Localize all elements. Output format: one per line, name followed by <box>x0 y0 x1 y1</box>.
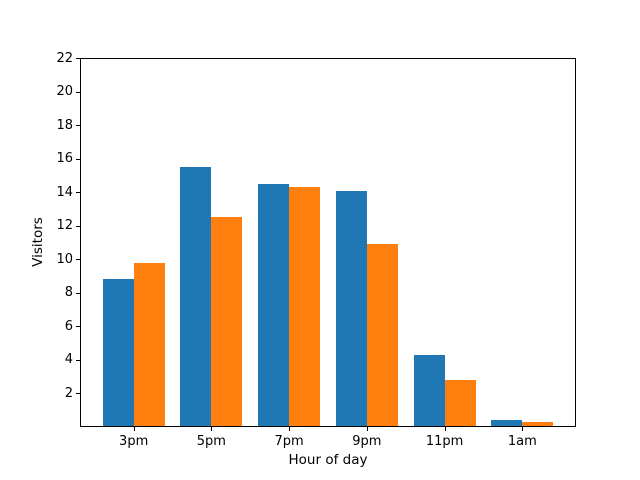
x-tick-mark <box>366 427 368 431</box>
x-tick-mark <box>289 427 291 431</box>
x-tick-label: 1am <box>507 434 537 449</box>
y-tick-label: 20 <box>56 84 73 100</box>
bar-blue-series-3pm <box>102 279 134 427</box>
x-tick-mark <box>522 427 524 431</box>
x-tick-mark <box>133 427 135 431</box>
y-axis-label: Visitors <box>30 217 46 267</box>
x-tick-label: 5pm <box>196 434 226 449</box>
bar-orange-series-7pm <box>289 187 321 427</box>
y-tick-label: 6 <box>64 318 73 334</box>
y-tick-mark <box>76 192 80 194</box>
y-tick-label: 2 <box>64 385 73 401</box>
x-tick-mark <box>444 427 446 431</box>
y-tick-mark <box>76 225 80 227</box>
bar-orange-series-3pm <box>133 262 165 427</box>
bar-orange-series-1am <box>522 421 554 427</box>
y-tick-label: 8 <box>64 285 73 301</box>
y-tick-label: 16 <box>56 151 73 167</box>
bar-orange-series-9pm <box>366 244 398 427</box>
y-tick-mark <box>76 158 80 160</box>
y-tick-mark <box>76 393 80 395</box>
bar-blue-series-5pm <box>180 167 212 427</box>
x-axis-label: Hour of day <box>288 452 368 468</box>
bar-blue-series-9pm <box>335 190 367 427</box>
x-tick-mark <box>211 427 213 431</box>
x-tick-label: 9pm <box>352 434 382 449</box>
bar-blue-series-1am <box>491 420 523 427</box>
y-tick-label: 4 <box>64 352 73 368</box>
y-tick-label: 12 <box>56 218 73 234</box>
bar-blue-series-11pm <box>413 354 445 427</box>
y-tick-mark <box>76 359 80 361</box>
y-tick-label: 14 <box>56 184 73 200</box>
y-tick-mark <box>76 125 80 127</box>
y-tick-label: 22 <box>56 50 73 66</box>
bar-blue-series-7pm <box>258 183 290 427</box>
x-tick-label: 7pm <box>274 434 304 449</box>
y-tick-mark <box>76 292 80 294</box>
bar-orange-series-11pm <box>444 380 476 427</box>
y-tick-label: 18 <box>56 117 73 133</box>
y-tick-mark <box>76 326 80 328</box>
bar-orange-series-5pm <box>211 217 243 427</box>
y-tick-mark <box>76 91 80 93</box>
y-tick-label: 10 <box>56 251 73 267</box>
x-tick-label: 11pm <box>425 434 464 449</box>
y-tick-mark <box>76 259 80 261</box>
y-tick-mark <box>76 58 80 59</box>
x-tick-label: 3pm <box>119 434 149 449</box>
